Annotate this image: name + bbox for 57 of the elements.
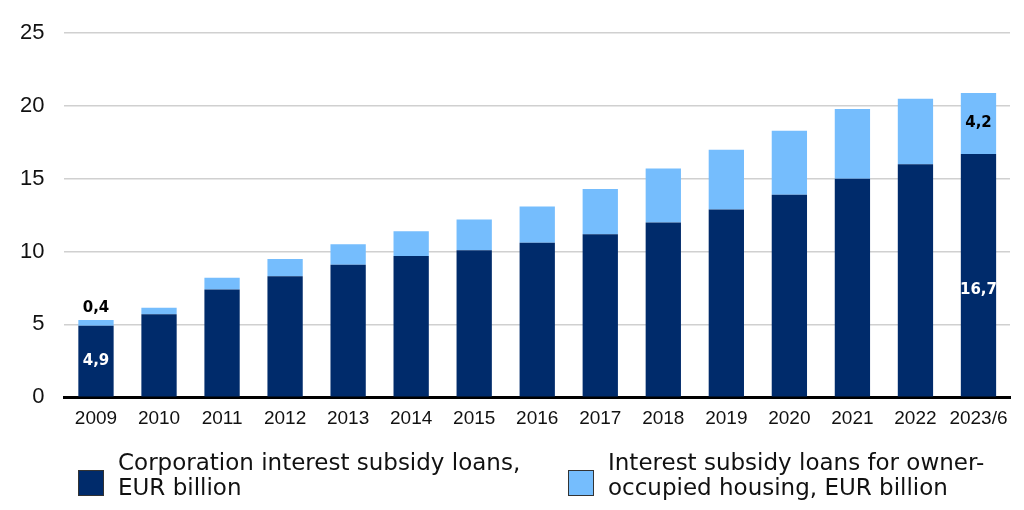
bar <box>204 277 240 290</box>
bar <box>897 164 934 397</box>
bar <box>582 188 618 235</box>
bar <box>519 242 555 397</box>
x-tick-label: 2010 <box>137 406 181 428</box>
bar <box>960 154 997 397</box>
bar <box>267 276 303 397</box>
bar <box>141 314 177 397</box>
y-tick-label: 10 <box>19 237 45 263</box>
data-label: 4,2 <box>965 113 992 132</box>
bar <box>393 231 429 256</box>
bar <box>645 222 681 397</box>
y-tick-label: 5 <box>32 310 45 336</box>
y-tick-label: 0 <box>32 383 45 409</box>
y-tick-label: 25 <box>19 19 45 45</box>
x-tick-label: 2017 <box>579 406 622 428</box>
bar <box>78 325 114 397</box>
x-tick-label: 2022 <box>894 406 937 428</box>
bar <box>834 178 871 397</box>
x-tick-label: 2013 <box>326 406 370 428</box>
bar <box>267 258 303 277</box>
x-tick-label: 2018 <box>642 406 685 428</box>
bar <box>771 194 808 397</box>
bar <box>393 255 429 397</box>
x-tick-label: 2021 <box>831 406 874 428</box>
bar <box>141 307 177 315</box>
bar <box>456 250 492 397</box>
y-tick-label: 15 <box>19 164 45 190</box>
bar <box>519 206 555 243</box>
bar <box>897 98 934 165</box>
x-tick-label: 2019 <box>705 406 748 428</box>
x-tick-label: 2009 <box>74 406 118 428</box>
x-tick-label: 2023/6 <box>949 406 1008 428</box>
data-label: 16,7 <box>959 279 997 298</box>
bar <box>78 320 114 326</box>
y-tick-label: 20 <box>19 92 45 118</box>
x-tick-label: 2014 <box>390 406 433 428</box>
bar <box>330 244 366 265</box>
bar <box>330 264 366 397</box>
bar <box>204 289 240 397</box>
bar <box>708 149 744 210</box>
bar <box>834 108 871 179</box>
bar <box>645 168 681 223</box>
bar <box>456 219 492 251</box>
x-tick-label: 2016 <box>516 406 559 428</box>
bar <box>708 209 744 397</box>
data-label: 0,4 <box>82 297 110 316</box>
x-tick-label: 2011 <box>201 406 243 428</box>
legend-label: Corporation interest subsidy loans, EUR billion <box>118 449 522 500</box>
bar <box>960 92 997 155</box>
x-tick-label: 2020 <box>768 406 811 428</box>
data-label: 4,9 <box>82 351 110 370</box>
legend-label: Interest subsidy loans for owner-occupied housing, EUR billion <box>608 449 986 500</box>
x-tick-label: 2012 <box>263 406 307 428</box>
x-tick-label: 2015 <box>453 406 496 428</box>
bar <box>771 130 808 195</box>
bar <box>582 234 618 397</box>
